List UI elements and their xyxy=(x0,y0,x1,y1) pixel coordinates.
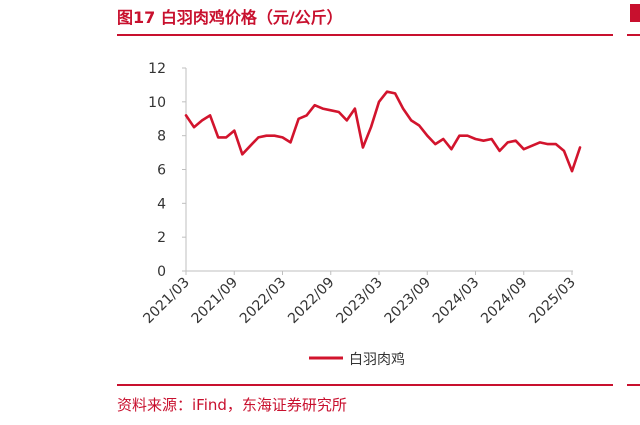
x-tick-label: 2025/03 xyxy=(526,275,578,327)
series-line-bai-yu-rou-ji xyxy=(184,90,582,173)
figure-title: 图17 白羽肉鸡价格（元/公斤） xyxy=(117,8,343,27)
y-tick-label: 4 xyxy=(157,196,166,212)
x-tick-label: 2021/09 xyxy=(189,275,241,327)
series-layer xyxy=(184,90,582,173)
bottom-divider xyxy=(117,384,613,386)
legend: 白羽肉鸡 xyxy=(309,351,405,368)
next-figure-marker xyxy=(630,4,640,22)
bottom-divider-next xyxy=(627,384,640,386)
y-axis: 0 2 4 6 8 10 12 xyxy=(148,61,187,280)
top-divider-next xyxy=(627,34,640,36)
x-tick-label: 2024/03 xyxy=(430,275,482,327)
top-divider xyxy=(117,34,613,36)
x-tick-label: 2023/09 xyxy=(382,275,434,327)
y-tick-label: 6 xyxy=(157,163,166,179)
legend-label: 白羽肉鸡 xyxy=(349,351,405,368)
x-axis: 2021/032021/092022/032022/092023/032023/… xyxy=(140,270,579,327)
x-tick-label: 2023/03 xyxy=(333,275,385,327)
x-tick-label: 2024/09 xyxy=(478,275,530,327)
x-tick-label: 2022/09 xyxy=(285,275,337,327)
x-tick-label: 2022/03 xyxy=(237,275,289,327)
y-tick-label: 8 xyxy=(157,129,166,145)
source-note: 资料来源：iFind，东海证券研究所 xyxy=(117,396,347,414)
y-tick-label: 2 xyxy=(157,230,166,246)
y-tick-label: 12 xyxy=(148,61,166,77)
y-tick-label: 0 xyxy=(157,264,166,280)
y-tick-label: 10 xyxy=(148,95,166,111)
x-tick-label: 2021/03 xyxy=(140,275,192,327)
